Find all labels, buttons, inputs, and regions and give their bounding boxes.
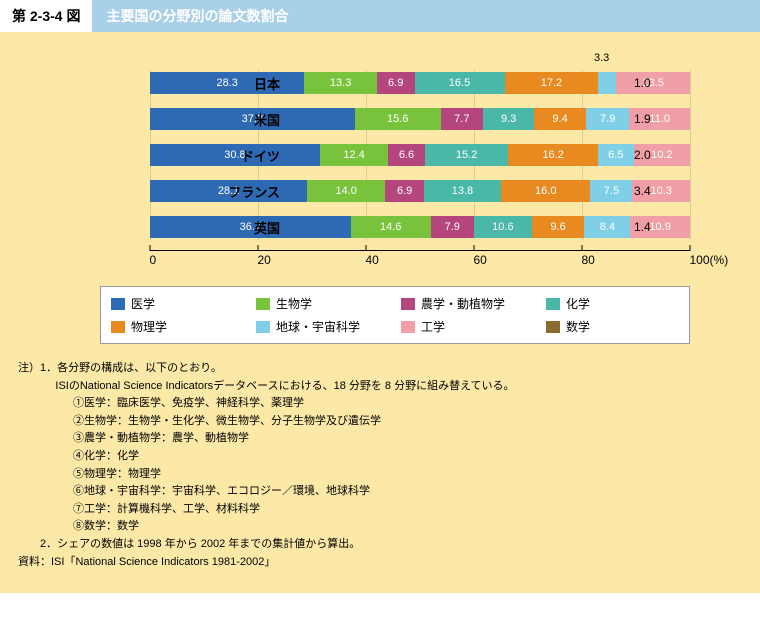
bar-segment-physics: 16.2 (508, 144, 597, 166)
legend-item-biology: 生物学 (256, 295, 389, 312)
legend-swatch (256, 298, 270, 310)
legend-swatch (401, 298, 415, 310)
note-item: ⑥地球・宇宙科学：宇宙科学、エコロジー／環境、地球科学 (18, 483, 742, 501)
legend-swatch (546, 298, 560, 310)
bar-segment-physics: 17.2 (505, 72, 599, 94)
trailing-value: 3.4 (634, 184, 682, 198)
country-label: ドイツ (150, 146, 280, 165)
bar-row: 英国36.714.67.910.69.68.410.91.4 (150, 214, 690, 240)
bar-segment-biology: 12.4 (320, 144, 388, 166)
bar-segment-geo: 7.9 (586, 108, 629, 130)
bar-row: ドイツ30.812.46.615.216.26.510.22.0 (150, 142, 690, 168)
note-item: ④化学：化学 (18, 448, 742, 466)
note-line: ISIのNational Science Indicatorsデータベースにおけ… (18, 378, 742, 396)
bar-segment-chemistry: 15.2 (425, 144, 509, 166)
bar-segment-agri: 6.9 (385, 180, 424, 202)
gridline (690, 70, 691, 240)
legend-label: 農学・動植物学 (421, 295, 505, 312)
legend-item-agri: 農学・動植物学 (401, 295, 534, 312)
note-item: ③農学・動植物学：農学、動植物学 (18, 430, 742, 448)
bar-segment-geo (598, 72, 616, 94)
legend-label: 物理学 (131, 318, 167, 335)
country-label: フランス (150, 182, 280, 201)
bar-segment-agri: 7.7 (441, 108, 483, 130)
figure-number-tag: 第 2-3-4 図 (0, 0, 92, 32)
figure-title: 主要国の分野別の論文数割合 (92, 0, 760, 32)
bar-segment-chemistry: 9.3 (483, 108, 534, 130)
country-label: 日本 (150, 74, 280, 93)
note-item: ①医学：臨床医学、免疫学、神経科学、薬理学 (18, 395, 742, 413)
note-item: ⑧数学：数学 (18, 518, 742, 536)
bar-row: 日本28.313.36.916.517.213.51.0 (150, 70, 690, 96)
legend-item-eng: 工学 (401, 318, 534, 335)
legend-item-chemistry: 化学 (546, 295, 679, 312)
chart-panel: 日本28.313.36.916.517.213.51.0 米国37.215.67.… (0, 32, 760, 593)
legend-label: 工学 (421, 318, 445, 335)
legend-swatch (256, 321, 270, 333)
source-line: 資料：ISI「National Science Indicators 1981-… (18, 554, 742, 572)
bar-segment-biology: 15.6 (355, 108, 441, 130)
x-tick: 20 (258, 245, 259, 267)
legend-swatch (111, 298, 125, 310)
bar-segment-chemistry: 16.5 (415, 72, 505, 94)
trailing-value: 1.4 (634, 220, 682, 234)
tag-prefix: 第 (12, 8, 26, 24)
note-item: ②生物学：生物学・生化学、微生物学、分子生物学及び遺伝学 (18, 413, 742, 431)
legend-swatch (111, 321, 125, 333)
x-tick: 60 (474, 245, 475, 267)
bar-segment-geo: 6.5 (598, 144, 634, 166)
bar-segment-chemistry: 13.8 (424, 180, 501, 202)
callout-label: 3.3 (594, 52, 609, 64)
bar-row: 米国37.215.67.79.39.47.911.01.9 (150, 106, 690, 132)
bar-segment-geo: 8.4 (584, 216, 630, 238)
bar-segment-physics: 9.4 (534, 108, 586, 130)
tag-number: 2-3-4 (30, 8, 63, 24)
legend-label: 化学 (566, 295, 590, 312)
figure-header: 第 2-3-4 図 主要国の分野別の論文数割合 (0, 0, 760, 32)
bar-segment-agri: 6.9 (377, 72, 415, 94)
x-tick: 40 (366, 245, 367, 267)
notes: 注）1．各分野の構成は、以下のとおり。 ISIのNational Science… (10, 344, 750, 575)
bar-segment-geo: 7.5 (590, 180, 632, 202)
bar-row: フランス28.114.06.913.816.07.510.33.4 (150, 178, 690, 204)
chart-area: 日本28.313.36.916.517.213.51.0 米国37.215.67.… (10, 52, 750, 240)
country-label: 英国 (150, 218, 280, 237)
legend-item-math: 数学 (546, 318, 679, 335)
note-line: 2．シェアの数値は 1998 年から 2002 年までの集計値から算出。 (18, 536, 742, 554)
x-tick: 80 (582, 245, 583, 267)
legend-label: 地球・宇宙科学 (276, 318, 360, 335)
plot-region: 日本28.313.36.916.517.213.51.0 米国37.215.67.… (150, 70, 690, 240)
bar-segment-biology: 14.0 (307, 180, 385, 202)
note-item: ⑤物理学：物理学 (18, 466, 742, 484)
legend-label: 生物学 (276, 295, 312, 312)
bar-segment-physics: 16.0 (501, 180, 590, 202)
x-tick: 100(%) (690, 245, 691, 267)
legend-swatch (401, 321, 415, 333)
x-tick: 0 (150, 245, 151, 267)
trailing-value: 2.0 (634, 148, 682, 162)
bar-segment-biology: 13.3 (304, 72, 377, 94)
bar-segment-physics: 9.6 (532, 216, 585, 238)
bar-segment-biology: 14.6 (351, 216, 431, 238)
country-label: 米国 (150, 110, 280, 129)
bar-segment-chemistry: 10.6 (474, 216, 532, 238)
note-item: ⑦工学：計算機科学、工学、材料科学 (18, 501, 742, 519)
legend-item-geo: 地球・宇宙科学 (256, 318, 389, 335)
tag-suffix: 図 (66, 8, 80, 24)
legend-item-medicine: 医学 (111, 295, 244, 312)
legend-label: 医学 (131, 295, 155, 312)
note-line: 注）1．各分野の構成は、以下のとおり。 (18, 360, 742, 378)
trailing-value: 1.9 (634, 112, 682, 126)
bar-segment-agri: 7.9 (431, 216, 474, 238)
legend-item-physics: 物理学 (111, 318, 244, 335)
legend-swatch (546, 321, 560, 333)
bar-segment-agri: 6.6 (388, 144, 424, 166)
x-axis: 020406080100(%) (150, 250, 690, 272)
trailing-value: 1.0 (634, 76, 682, 90)
legend: 医学 生物学 農学・動植物学 化学物理学 地球・宇宙科学 工学 数学 (100, 286, 690, 344)
legend-label: 数学 (566, 318, 590, 335)
